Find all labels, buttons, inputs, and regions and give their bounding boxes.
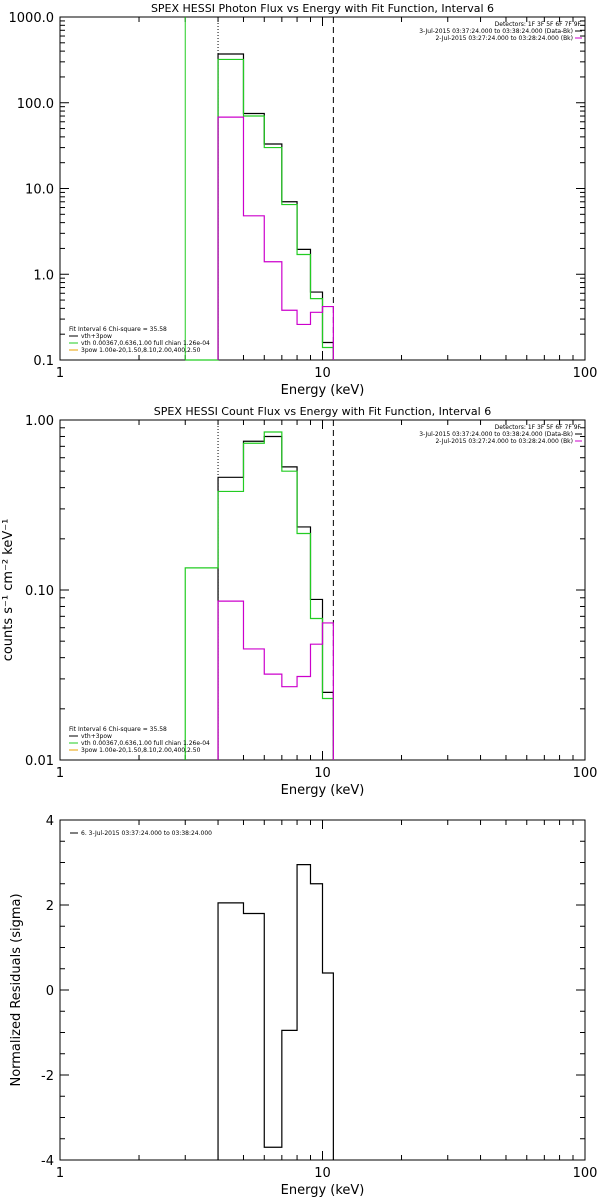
x-tick-label: 1 bbox=[56, 366, 64, 381]
y-tick-label: -2 bbox=[41, 1069, 54, 1084]
legend-fit-label: 3pow 1.00e-20,1.50,8.10,2.00,400,2.50 bbox=[81, 347, 201, 354]
y-tick-label: 2 bbox=[46, 899, 54, 914]
x-axis-label: Energy (keV) bbox=[281, 1183, 365, 1198]
x-tick-label: 10 bbox=[314, 766, 331, 781]
legend-fit-label: 3pow 1.00e-20,1.50,8.10,2.00,400,2.50 bbox=[81, 747, 201, 754]
y-tick-label: 4 bbox=[46, 814, 54, 829]
panel-1: SPEX HESSI Photon Flux vs Energy with Fi… bbox=[9, 2, 598, 398]
histogram-series-1 bbox=[217, 864, 334, 1160]
legend-item-label: 2-Jul-2015 03:27:24.000 to 03:28:24.000 … bbox=[435, 35, 573, 42]
y-tick-label: 100.0 bbox=[17, 97, 54, 112]
y-tick-label: 1.0 bbox=[33, 268, 54, 283]
y-tick-label: 1.00 bbox=[25, 414, 54, 429]
y-tick-label: 0.1 bbox=[33, 354, 54, 369]
legend-fit-label: vth+3pow bbox=[81, 333, 112, 340]
histogram-series-2 bbox=[184, 431, 334, 760]
legend-residual-label: 6. 3-Jul-2015 03:37:24.000 to 03:38:24.0… bbox=[81, 830, 212, 837]
histogram-series-3 bbox=[217, 600, 334, 760]
y-axis-label: Normalized Residuals (sigma) bbox=[9, 893, 24, 1086]
y-tick-label: 0 bbox=[46, 984, 54, 999]
legend-item-label: 3-Jul-2015 03:37:24.000 to 03:38:24.000 … bbox=[419, 431, 573, 438]
plot-frame bbox=[59, 419, 586, 761]
y-tick-label: 10.0 bbox=[25, 183, 54, 198]
panel-3: 1 10 100 -4 -2 0 2 4 Energy (keV) Normalized Resi… bbox=[9, 814, 597, 1198]
legend-item-label: 2-Jul-2015 03:27:24.000 to 03:28:24.000 … bbox=[435, 438, 573, 445]
panel-2: SPEX HESSI Count Flux vs Energy with Fit… bbox=[1, 405, 597, 798]
chart-title: SPEX HESSI Photon Flux vs Energy with Fi… bbox=[151, 2, 494, 15]
legend-fit-label: vth 0.00367,0.636,1.00 full chian 1.26e-… bbox=[81, 740, 210, 747]
histogram-series-1 bbox=[217, 435, 334, 760]
histogram-series-3 bbox=[217, 116, 334, 360]
legend-item-label: 3-Jul-2015 03:37:24.000 to 03:38:24.000 … bbox=[419, 28, 573, 35]
legend-fit-label: vth+3pow bbox=[81, 733, 112, 740]
x-tick-label: 10 bbox=[314, 1166, 331, 1181]
y-tick-label: 0.01 bbox=[25, 754, 54, 769]
chart-title: SPEX HESSI Count Flux vs Energy with Fit… bbox=[154, 405, 491, 418]
plot-frame bbox=[59, 819, 586, 1161]
y-axis-label: counts s⁻¹ cm⁻² keV⁻¹ bbox=[1, 519, 16, 662]
y-tick-label: 1000.0 bbox=[9, 11, 55, 26]
x-axis-label: Energy (keV) bbox=[281, 383, 365, 398]
legend-fit-header: Fit Interval 6 Chi-square = 35.58 bbox=[69, 326, 167, 333]
x-tick-label: 1 bbox=[56, 1166, 64, 1181]
y-tick-label: 0.10 bbox=[25, 584, 54, 599]
legend-fit-label: vth 0.00367,0.636,1.00 full chian 1.26e-… bbox=[81, 340, 210, 347]
x-axis-label: Energy (keV) bbox=[281, 783, 365, 798]
legend-detectors: Detectors: 1F 3F 5F 6F 7F 9F bbox=[495, 21, 582, 28]
histogram-series-1 bbox=[217, 53, 334, 360]
histogram-series-2 bbox=[185, 58, 334, 361]
x-tick-label: 10 bbox=[314, 366, 331, 381]
x-tick-label: 1 bbox=[56, 766, 64, 781]
x-tick-label: 100 bbox=[573, 1166, 598, 1181]
legend-fit-header: Fit Interval 6 Chi-square = 35.58 bbox=[69, 726, 167, 733]
x-tick-label: 100 bbox=[573, 366, 598, 381]
x-tick-label: 100 bbox=[573, 766, 598, 781]
y-tick-label: -4 bbox=[41, 1154, 54, 1169]
legend-detectors: Detectors: 1F 3F 5F 6F 7F 9F bbox=[495, 424, 582, 431]
